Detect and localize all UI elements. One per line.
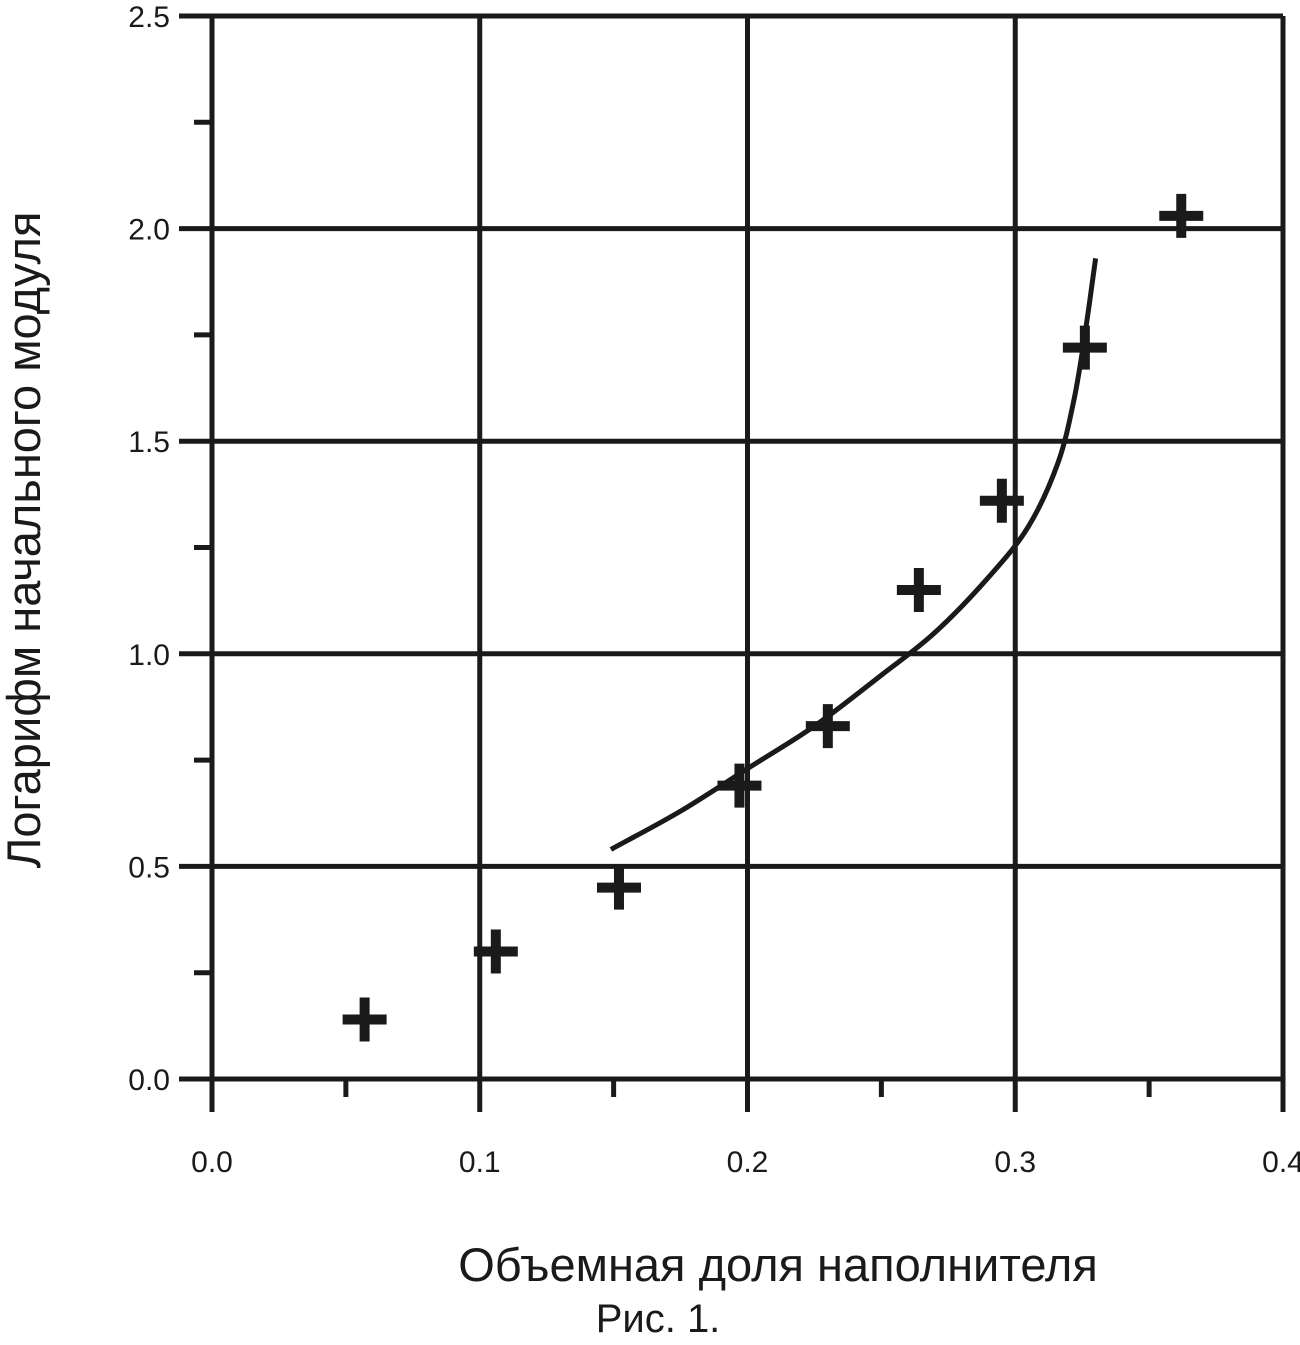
y-tick-label: 1.0: [128, 639, 170, 672]
figure-caption: Рис. 1.: [596, 1297, 721, 1341]
plus-marker: [979, 478, 1024, 523]
y-tick-label: 2.0: [128, 214, 170, 247]
axis-ticks: [179, 13, 1286, 1112]
x-tick-label: 0.1: [459, 1146, 501, 1179]
plus-marker: [1159, 193, 1204, 238]
fit-curve: [609, 258, 1099, 852]
plus-marker: [896, 568, 941, 613]
plus-marker: [342, 997, 387, 1042]
x-tick-label: 0.0: [191, 1146, 233, 1179]
x-axis-title: Объемная доля наполнителя: [458, 1238, 1098, 1291]
x-tick-label: 0.3: [994, 1146, 1036, 1179]
data-points: [342, 193, 1204, 1042]
tick-labels: 0.0 0.1 0.2 0.3 0.4 0.0 0.5 1.0 1.5 2.0 2.5: [128, 1, 1300, 1179]
y-tick-label: 2.5: [128, 1, 170, 34]
x-tick-label: 0.2: [727, 1146, 769, 1179]
grid: [209, 13, 1286, 1082]
y-axis-title: Логарифм начального модуля: [0, 212, 50, 869]
y-tick-label: 0.5: [128, 851, 170, 884]
plus-marker: [596, 865, 641, 910]
x-tick-label: 0.4: [1262, 1146, 1300, 1179]
plus-marker: [473, 929, 518, 974]
plus-marker: [717, 763, 762, 808]
y-tick-label: 0.0: [128, 1064, 170, 1097]
plus-marker: [805, 704, 850, 749]
plus-marker: [1062, 325, 1107, 370]
y-tick-label: 1.5: [128, 426, 170, 459]
